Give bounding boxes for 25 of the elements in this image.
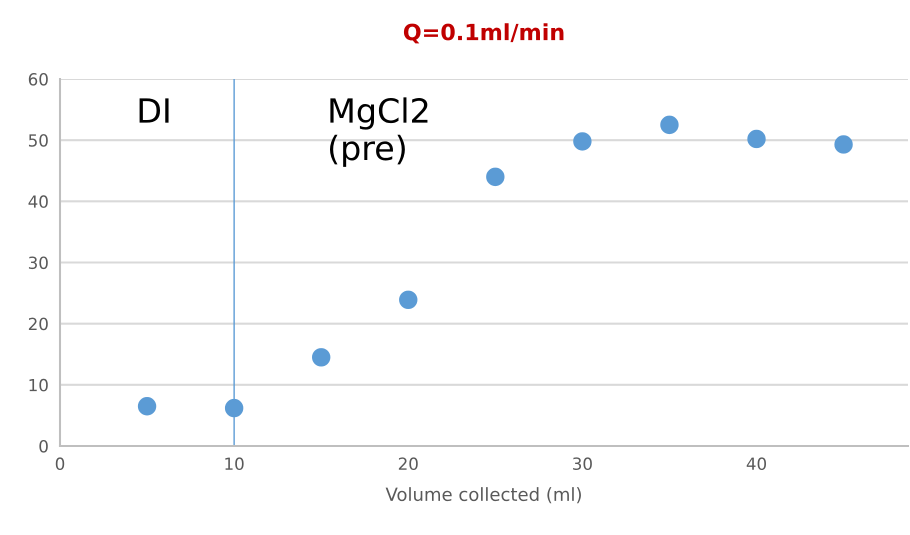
y-tick-label: 10 [30, 378, 48, 392]
x-axis-title: Volume collected (ml) [386, 487, 581, 504]
x-tick-label: 0 [56, 457, 64, 470]
point [834, 135, 853, 154]
y-tick-label: 40 [28, 195, 48, 208]
point [486, 168, 505, 186]
y-tick-label: 60 [28, 72, 48, 86]
annotation: DI [140, 98, 169, 123]
x-tick-label: 10 [225, 457, 244, 470]
point [138, 397, 156, 416]
x-tick-label: 20 [398, 457, 418, 470]
y-tick-label: 0 [39, 440, 48, 453]
y-tick-label: 20 [28, 318, 48, 330]
point [747, 130, 766, 148]
point [660, 116, 679, 134]
y-tick-label: 50 [28, 134, 48, 147]
point [399, 290, 418, 310]
x-tick-label: 40 [746, 457, 766, 470]
point [312, 348, 330, 367]
chart-title: Q=0.1ml/min [404, 23, 564, 44]
x-tick-label: 30 [573, 457, 592, 470]
y-tick-label: 30 [28, 256, 48, 270]
annotation: MgCl2 (pre) [330, 97, 428, 167]
point [224, 398, 244, 418]
point [573, 132, 592, 151]
